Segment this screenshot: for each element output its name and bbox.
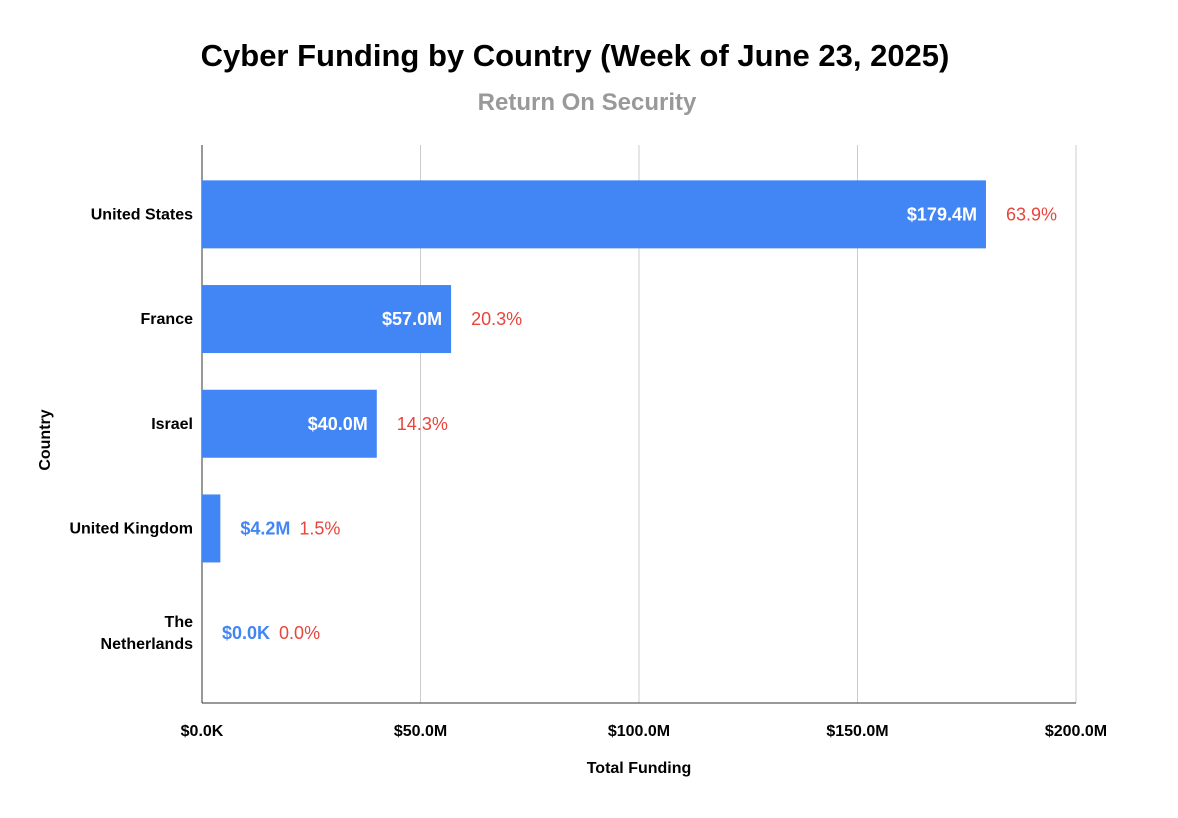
bar bbox=[202, 389, 377, 458]
x-tick-label: $150.0M bbox=[826, 723, 888, 740]
x-tick-label: $200.0M bbox=[1045, 723, 1107, 740]
bar bbox=[202, 494, 221, 563]
x-axis-title: Total Funding bbox=[586, 760, 692, 777]
y-category-label: United States bbox=[91, 206, 193, 223]
chart-subtitle: Return On Security bbox=[477, 89, 697, 116]
bar-percent-label: 0.0% bbox=[279, 623, 320, 643]
y-category-label: France bbox=[141, 311, 194, 328]
bar-percent-label: 1.5% bbox=[299, 518, 340, 538]
bar-value-label: $179.4M bbox=[907, 204, 977, 224]
bar-value-label: $4.2M bbox=[240, 518, 290, 538]
x-tick-label: $0.0K bbox=[181, 723, 224, 740]
chart-title: Cyber Funding by Country (Week of June 2… bbox=[200, 38, 950, 73]
x-tick-label: $50.0M bbox=[394, 723, 447, 740]
bar-value-label: $57.0M bbox=[382, 309, 442, 329]
y-category-label: United Kingdom bbox=[69, 520, 193, 537]
bar bbox=[202, 285, 452, 354]
bar-percent-label: 63.9% bbox=[1006, 204, 1057, 224]
x-tick-label: $100.0M bbox=[608, 723, 670, 740]
bar-percent-label: 14.3% bbox=[397, 414, 448, 434]
bar bbox=[202, 180, 986, 249]
bar-value-label: $40.0M bbox=[308, 414, 368, 434]
bar-percent-label: 20.3% bbox=[471, 309, 522, 329]
y-category-label: Israel bbox=[151, 415, 193, 432]
y-category-label: The Netherlands bbox=[101, 614, 194, 653]
bar-value-label: $0.0K bbox=[222, 623, 270, 643]
